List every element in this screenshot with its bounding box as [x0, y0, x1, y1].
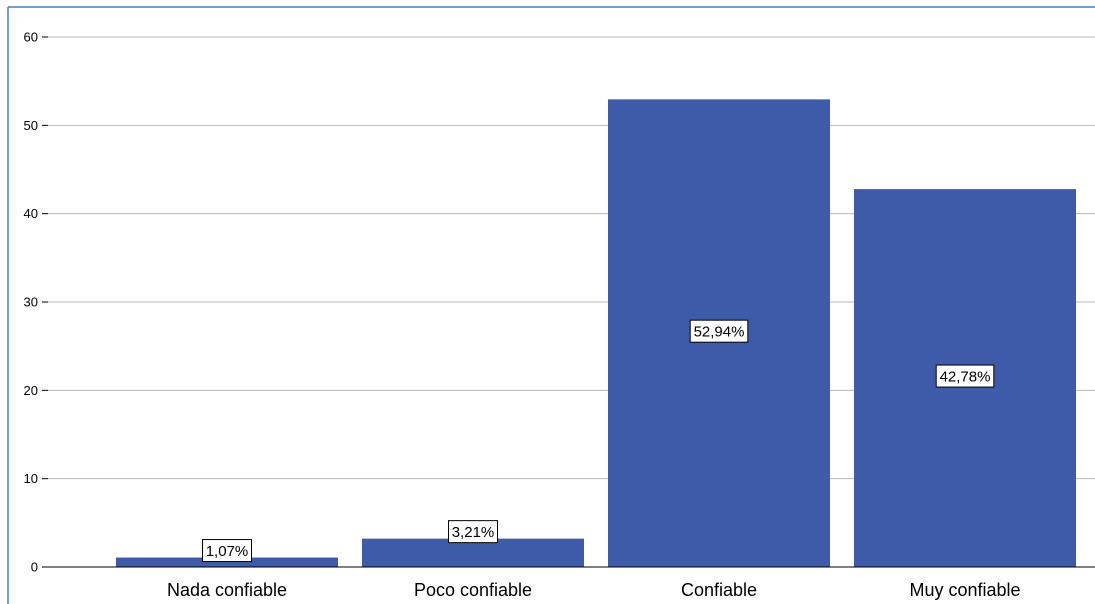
y-tick-label: 10: [24, 471, 38, 486]
data-label: 3,21%: [452, 524, 495, 541]
y-tick-label: 20: [24, 383, 38, 398]
y-tick-label: 50: [24, 118, 38, 133]
data-labels: 1,07% 3,21% 52,94% 42,78%: [202, 319, 995, 563]
data-label: 1,07%: [206, 543, 249, 560]
data-label-box: [202, 539, 252, 563]
data-label-box: [448, 520, 498, 544]
category-label: Muy confiable: [909, 580, 1020, 600]
data-label-box: [935, 364, 995, 388]
y-tick-label: 0: [31, 560, 38, 575]
category-label: Poco confiable: [414, 580, 532, 600]
category-label: Nada confiable: [167, 580, 287, 600]
bar: [116, 557, 338, 567]
category-label: Confiable: [681, 580, 757, 600]
data-label-box: [689, 319, 749, 343]
y-tick-label: 60: [24, 30, 38, 45]
bar: [362, 538, 584, 567]
y-tick-label: 30: [24, 295, 38, 310]
bars: [116, 99, 1076, 568]
data-label: 52,94%: [694, 324, 745, 341]
chart-frame: [7, 6, 1095, 604]
data-label: 42,78%: [940, 369, 991, 386]
category-labels: Nada confiable Poco confiable Confiable Muy…: [167, 580, 1021, 600]
gridlines: [48, 36, 1095, 480]
y-tick-label: 40: [24, 206, 38, 221]
y-axis-ticks: 0 10 20 30 40 50 60: [24, 30, 48, 575]
